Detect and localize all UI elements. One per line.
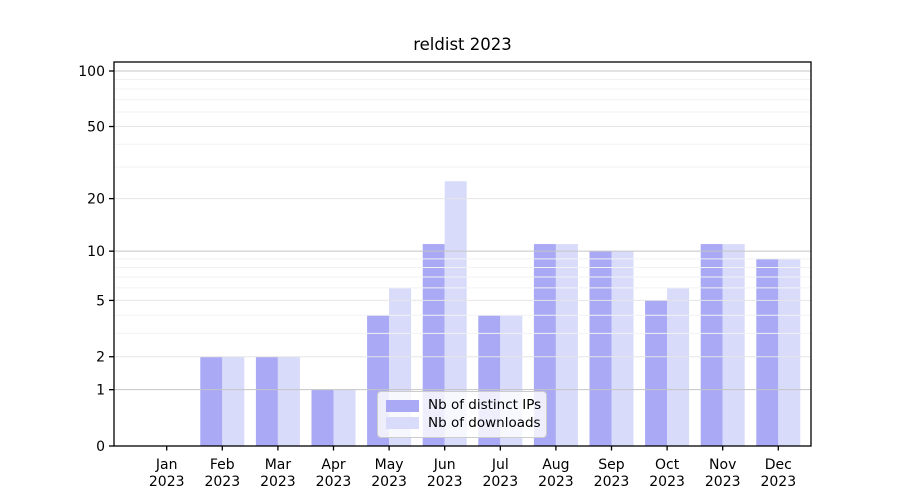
x-tick-label: Apr 2023 [316,457,352,490]
bar-downloads [333,389,356,446]
legend-swatch-downloads-icon [386,417,419,430]
bar-distinct-ips [200,356,223,446]
x-tick-label: Mar 2023 [260,457,296,490]
x-tick-label: Jun 2023 [427,457,463,490]
bar-downloads [667,287,690,446]
y-tick-label: 20 [87,192,105,208]
bar-downloads [222,356,245,446]
y-tick-label: 2 [96,350,105,366]
legend-item-distinct-ips: Nb of distinct IPs [386,397,542,413]
bar-distinct-ips [700,244,723,446]
bar-distinct-ips [255,356,278,446]
x-tick-label: Dec 2023 [760,457,796,490]
bar-downloads [444,181,467,446]
legend-label-distinct-ips: Nb of distinct IPs [428,397,542,413]
x-tick-label: Nov 2023 [705,457,741,490]
chart-title: reldist 2023 [413,35,512,54]
y-tick-label: 10 [87,244,105,260]
bar-downloads [778,258,801,446]
y-tick-label: 5 [96,293,105,309]
bar-distinct-ips [311,389,334,446]
bar-distinct-ips [645,300,668,446]
x-tick-label: Jan 2023 [149,457,185,490]
bar-distinct-ips [756,258,779,446]
y-tick-label: 50 [87,120,105,136]
bar-downloads [277,356,300,446]
x-tick-label: Sep 2023 [594,457,630,490]
x-tick-label: May 2023 [371,457,407,490]
x-tick-label: Aug 2023 [538,457,574,490]
legend-swatch-distinct-ips-icon [386,399,419,412]
x-tick-label: Oct 2023 [649,457,685,490]
y-tick-label: 100 [78,64,105,80]
legend: Nb of distinct IPs Nb of downloads [377,391,547,438]
legend-label-downloads: Nb of downloads [428,414,541,431]
y-tick-label: 1 [96,383,105,399]
legend-item-downloads: Nb of downloads [386,414,541,431]
y-tick-label: 0 [96,439,105,455]
plot-border [113,61,812,447]
bar-downloads [555,244,578,446]
bar-downloads [611,251,634,446]
bar-distinct-ips [589,251,612,446]
bar-downloads [722,244,745,446]
x-tick-label: Feb 2023 [204,457,240,490]
x-tick-label: Jul 2023 [482,457,518,490]
